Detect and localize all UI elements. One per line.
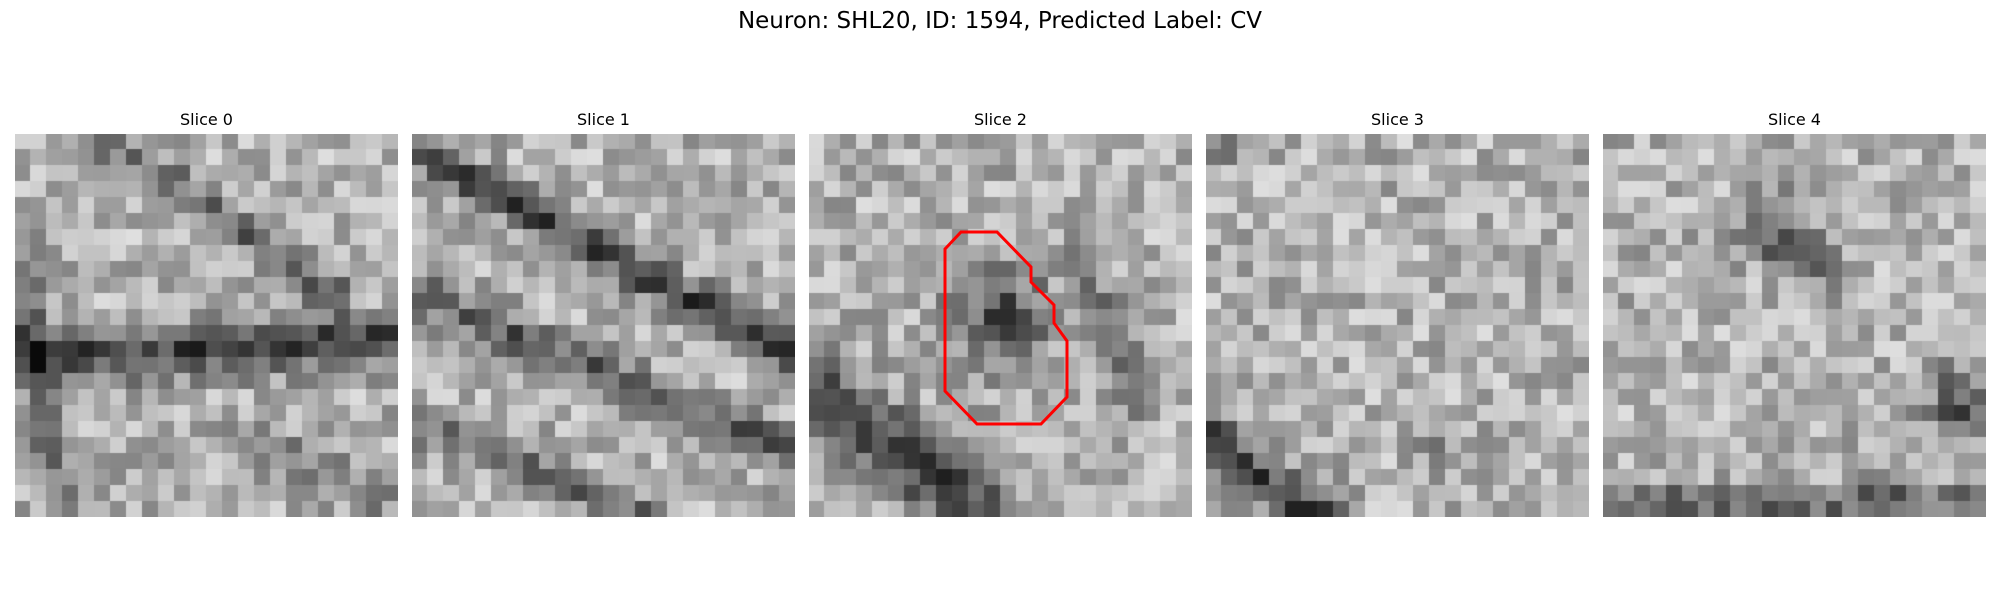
contour-outline	[943, 230, 1069, 426]
slice-panel-1: Slice 1	[412, 110, 795, 517]
slice-panel-0: Slice 0	[15, 110, 398, 517]
slice-image	[1206, 134, 1589, 517]
slice-panel-2: Slice 2	[809, 110, 1192, 517]
slice-title: Slice 4	[1768, 110, 1821, 129]
slice-title: Slice 2	[974, 110, 1027, 129]
figure-title: Neuron: SHL20, ID: 1594, Predicted Label…	[737, 8, 1263, 34]
slice-panel-3: Slice 3	[1206, 110, 1589, 517]
segmentation-contour	[943, 230, 1069, 426]
slice-panel-4: Slice 4	[1603, 110, 1986, 517]
slice-image	[15, 134, 398, 517]
slice-title: Slice 3	[1371, 110, 1424, 129]
slice-title: Slice 1	[577, 110, 630, 129]
slice-image	[809, 134, 1192, 517]
slice-title: Slice 0	[180, 110, 233, 129]
slice-image	[1603, 134, 1986, 517]
slice-image	[412, 134, 795, 517]
